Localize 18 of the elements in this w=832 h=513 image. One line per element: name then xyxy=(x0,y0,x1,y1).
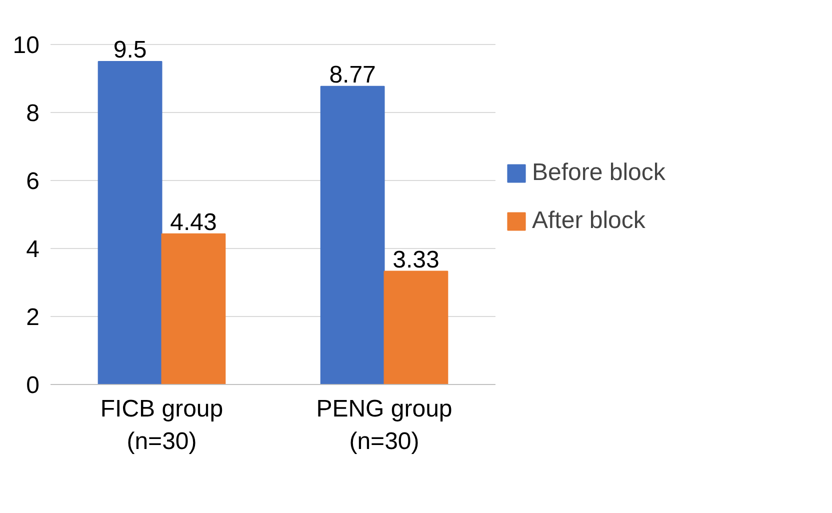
legend-label: After block xyxy=(532,207,646,235)
y-tick-label: 4 xyxy=(26,236,40,263)
y-tick-label: 2 xyxy=(26,304,40,331)
bar xyxy=(384,270,448,384)
y-tick-label: 6 xyxy=(26,168,40,195)
y-tick-label: 10 xyxy=(12,32,40,59)
y-tick-label: 8 xyxy=(26,100,40,127)
bar xyxy=(98,61,162,384)
x-tick-label: FICB group (n=30) xyxy=(100,396,224,455)
data-label: 3.33 xyxy=(392,246,440,274)
bar xyxy=(161,233,226,384)
data-label: 4.43 xyxy=(170,208,217,236)
legend-label: Before block xyxy=(532,159,666,187)
y-tick-label: 0 xyxy=(26,372,40,399)
data-label: 9.5 xyxy=(113,36,147,64)
bar xyxy=(320,86,385,384)
data-label: 8.77 xyxy=(329,61,376,88)
x-tick-label: PENG group (n=30) xyxy=(316,396,452,455)
